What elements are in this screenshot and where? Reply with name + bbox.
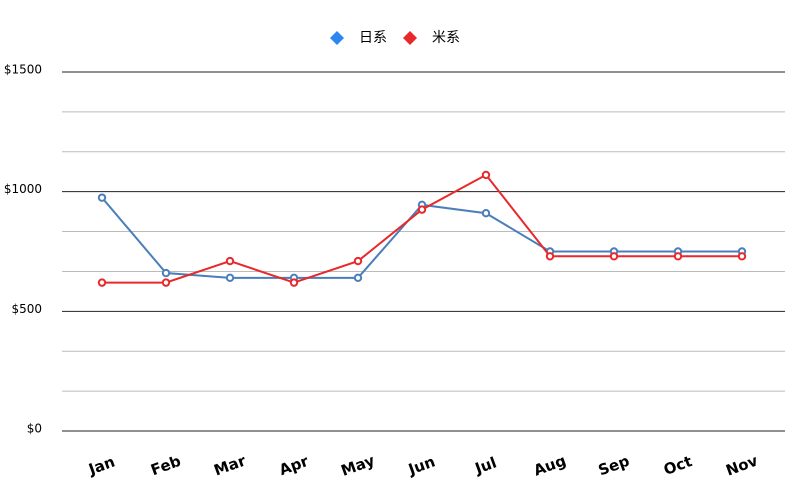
point — [609, 252, 619, 261]
y-tick-label: $1500 — [4, 63, 42, 77]
legend-marker — [403, 31, 417, 45]
x-tick-label: May — [339, 451, 378, 480]
point — [481, 170, 491, 180]
point — [225, 273, 235, 283]
x-tick-label: Mar — [212, 451, 249, 479]
point — [481, 209, 491, 218]
point — [97, 278, 107, 287]
x-tick-label: Aug — [531, 451, 568, 479]
x-tick-label: Sep — [596, 452, 632, 480]
y-tick-label: $500 — [11, 302, 42, 316]
x-tick-label: Nov — [723, 451, 760, 479]
point — [161, 278, 171, 287]
point — [673, 252, 683, 261]
point — [417, 205, 427, 214]
legend-label: 日系 — [359, 30, 387, 46]
series-line — [102, 173, 742, 284]
point — [737, 252, 747, 261]
point — [225, 256, 235, 266]
legend-marker — [330, 31, 344, 45]
x-tick-label: Jan — [85, 453, 117, 479]
x-tick-label: Jul — [472, 453, 499, 478]
legend-label: 米系 — [432, 30, 460, 46]
point — [289, 278, 299, 287]
point — [545, 252, 555, 261]
x-tick-label: Feb — [148, 452, 183, 479]
y-tick-label: $0 — [27, 422, 42, 436]
point — [97, 193, 107, 202]
x-tick-label: Jun — [405, 452, 437, 478]
point — [353, 273, 363, 283]
y-tick-label: $1000 — [4, 182, 42, 196]
point — [353, 256, 363, 266]
point — [161, 268, 171, 278]
x-tick-label: Apr — [277, 452, 312, 479]
x-tick-label: Oct — [661, 452, 694, 479]
